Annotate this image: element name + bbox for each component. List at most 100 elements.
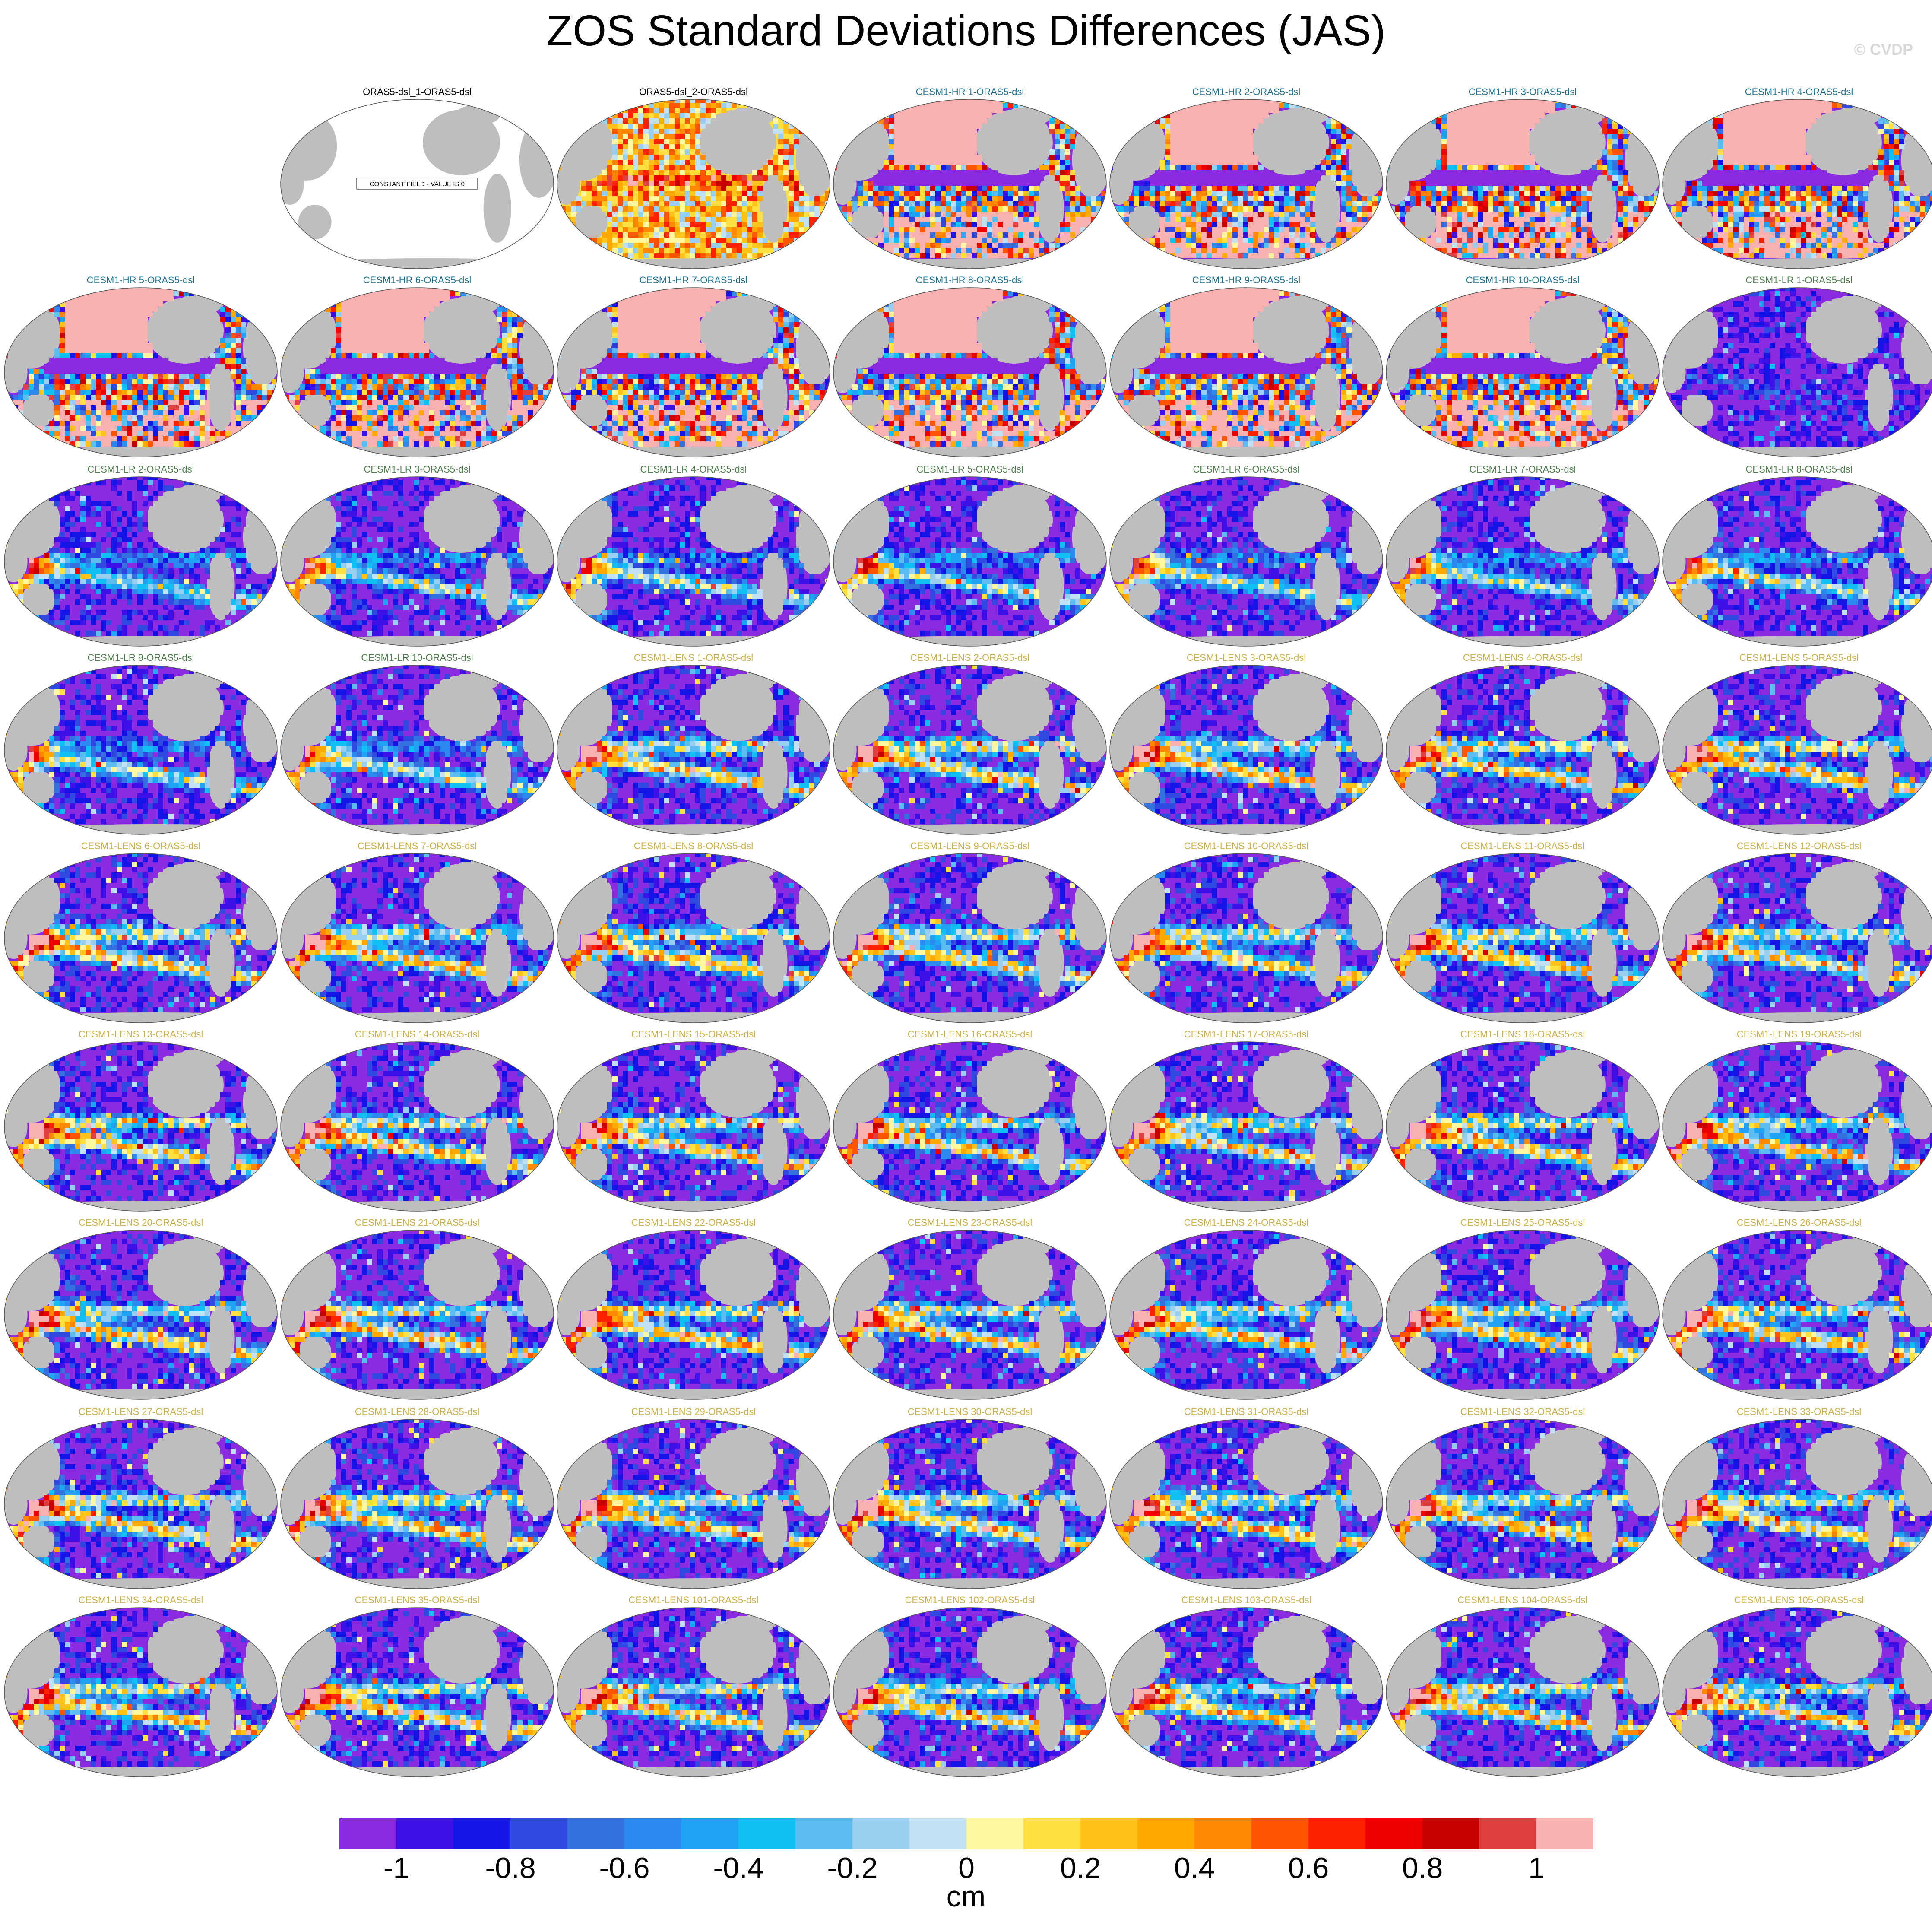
map-plot	[1109, 99, 1383, 269]
land-mass	[422, 298, 500, 364]
field-cells-level-17	[557, 99, 830, 269]
colorbar-swatch	[1536, 1818, 1593, 1849]
land-mass	[146, 676, 224, 741]
map-plot	[833, 1419, 1107, 1589]
field-cells-level-0	[326, 1042, 554, 1211]
panel-title: CESM1-LR 3-ORAS5-dsl	[364, 464, 471, 475]
field-cells-level-12	[1386, 669, 1659, 834]
field-cells-level-1	[1426, 853, 1659, 1023]
map-plot	[4, 1041, 278, 1212]
field-cells-level-21	[1390, 1500, 1623, 1583]
land-mass	[298, 959, 332, 993]
map-outline	[1662, 1419, 1932, 1589]
field-cells-level-1	[878, 853, 1106, 1018]
field-cells-level-0	[878, 665, 1106, 834]
colorbar-swatch	[1422, 1818, 1480, 1849]
land-mass	[1386, 352, 1409, 393]
map-outline	[280, 287, 554, 457]
land-mass	[1036, 1304, 1064, 1373]
field-cells-level-0	[1431, 1608, 1659, 1777]
colorbar-swatch	[339, 1818, 397, 1849]
land-mass	[1312, 928, 1340, 997]
land-mass	[760, 1304, 788, 1373]
field-cells-level-21	[561, 1500, 789, 1547]
field-cells-level-21	[1118, 574, 1139, 615]
field-cells-level-14	[281, 477, 543, 646]
map-plot	[1109, 853, 1383, 1023]
land-mass	[760, 1116, 788, 1185]
field-cells-level-6	[13, 291, 277, 452]
field-cells-level-14	[1110, 1608, 1367, 1772]
panel-title: CESM1-LENS 15-ORAS5-dsl	[631, 1029, 756, 1040]
land-mass	[1528, 1618, 1606, 1684]
field-cells-level-2	[326, 853, 554, 1023]
map-outline	[557, 1230, 830, 1400]
map-plot	[4, 1230, 278, 1400]
land-mass	[1680, 205, 1713, 239]
land-mass	[1127, 771, 1161, 805]
map-panel: CESM1-LENS 13-ORAS5-dsl	[3, 1029, 279, 1216]
land-mass	[1036, 928, 1064, 997]
field-cells-level-4	[868, 1042, 1096, 1196]
field-cells-level-1	[1663, 288, 1932, 457]
land-mass	[1251, 487, 1329, 553]
field-cells-level-9	[1666, 327, 1925, 441]
panel-title: CESM1-LR 10-ORAS5-dsl	[361, 652, 473, 663]
field-cells-level-18	[612, 170, 804, 196]
colorbar-swatch	[909, 1818, 967, 1849]
field-cells-level-8	[1687, 1045, 1930, 1211]
field-cells-level-7	[858, 477, 1106, 641]
map-outline	[833, 1607, 1107, 1777]
map-outline	[1662, 476, 1932, 647]
land-mass	[1680, 959, 1713, 993]
field-cells-level-19	[566, 584, 571, 589]
field-cells-level-8	[1663, 99, 1932, 248]
colorbar-swatch	[966, 1818, 1024, 1849]
map-outline	[1662, 287, 1932, 457]
map-panel: CESM1-LENS 7-ORAS5-dsl	[279, 840, 555, 1028]
figure-title: ZOS Standard Deviations Differences (JAS…	[546, 6, 1386, 55]
field-cells-level-1	[331, 1230, 554, 1399]
map-outline	[833, 99, 1107, 269]
field-cells-level-8	[1410, 700, 1659, 834]
land-mass	[833, 1294, 857, 1335]
field-cells-level-1	[1160, 1042, 1383, 1201]
land-mass	[1403, 1147, 1437, 1182]
map-outline	[4, 1230, 278, 1400]
field-cells-level-11	[281, 1608, 548, 1772]
map-outline	[557, 1607, 830, 1777]
land-mass	[483, 1304, 511, 1373]
land-mass	[851, 959, 884, 993]
map-outline	[1109, 99, 1383, 269]
land-mass	[281, 1483, 304, 1525]
map-outline	[280, 99, 554, 269]
field-cells-level-2	[44, 477, 277, 646]
field-cells-level-0	[49, 853, 277, 1023]
land-mass	[22, 1335, 55, 1370]
field-cells-level-0	[602, 477, 830, 646]
field-cells-level-11	[557, 1230, 830, 1399]
land-mass	[1865, 1494, 1893, 1563]
land-mass	[760, 739, 788, 809]
map-plot	[1109, 1041, 1383, 1212]
field-cells-level-4	[1144, 1050, 1383, 1211]
field-cells-level-2	[1150, 477, 1383, 646]
field-cells-level-17	[1150, 568, 1155, 574]
map-panel: CESM1-LENS 22-ORAS5-dsl	[555, 1217, 832, 1405]
map-plot	[1662, 1419, 1932, 1589]
land-mass	[1110, 1106, 1133, 1147]
field-cells-level-21	[1386, 665, 1592, 834]
land-mass	[574, 771, 608, 805]
land-mass	[1110, 352, 1133, 393]
field-cells-level-13	[557, 1673, 804, 1777]
map-plot	[1386, 1041, 1660, 1212]
field-cells-level-3	[1426, 1608, 1659, 1777]
field-cells-level-0	[1707, 853, 1932, 1023]
map-panel: CESM1-LENS 105-ORAS5-dsl	[1661, 1595, 1932, 1782]
field-cells-level-21	[1386, 288, 1659, 457]
field-cells-level-13	[837, 665, 1106, 834]
map-panel: CESM1-LENS 17-ORAS5-dsl	[1108, 1029, 1384, 1216]
map-outline	[1386, 287, 1660, 457]
land-mass	[1312, 1682, 1340, 1751]
land-mass	[1663, 1671, 1686, 1713]
